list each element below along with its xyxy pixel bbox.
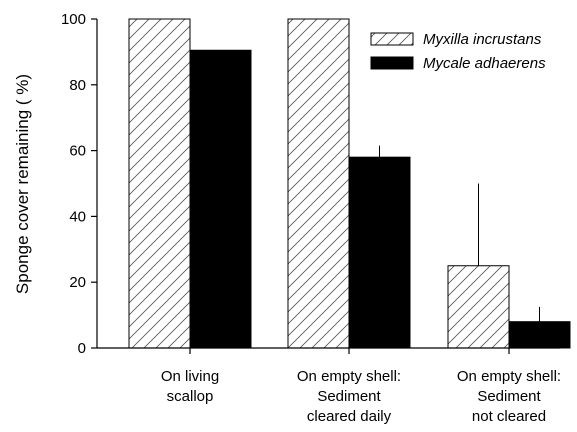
y-tick-label: 40	[69, 208, 86, 225]
bar-mycale	[348, 156, 411, 349]
y-tick-label: 20	[69, 274, 86, 291]
legend-label: Mycale adhaerens	[423, 55, 546, 72]
bar-myxilla	[128, 18, 191, 349]
y-axis-title: Sponge cover remaining ( %)	[13, 74, 32, 294]
legend-swatch	[370, 32, 414, 46]
bar-mycale	[508, 321, 571, 349]
y-tick-label: 100	[61, 11, 86, 28]
legend-swatch	[370, 56, 414, 70]
bar-myxilla	[447, 265, 510, 349]
x-category-label: On empty shell: Sediment not cleared	[457, 368, 561, 425]
y-tick-label: 80	[69, 77, 86, 94]
legend-label: Myxilla incrustans	[423, 31, 542, 48]
bar-myxilla	[287, 18, 350, 349]
x-category-label: On empty shell: Sediment cleared daily	[297, 368, 401, 425]
x-category-label: On living scallop	[161, 368, 219, 405]
y-tick-label: 60	[69, 143, 86, 160]
bar-mycale	[189, 49, 252, 349]
y-tick-label: 0	[78, 340, 86, 357]
